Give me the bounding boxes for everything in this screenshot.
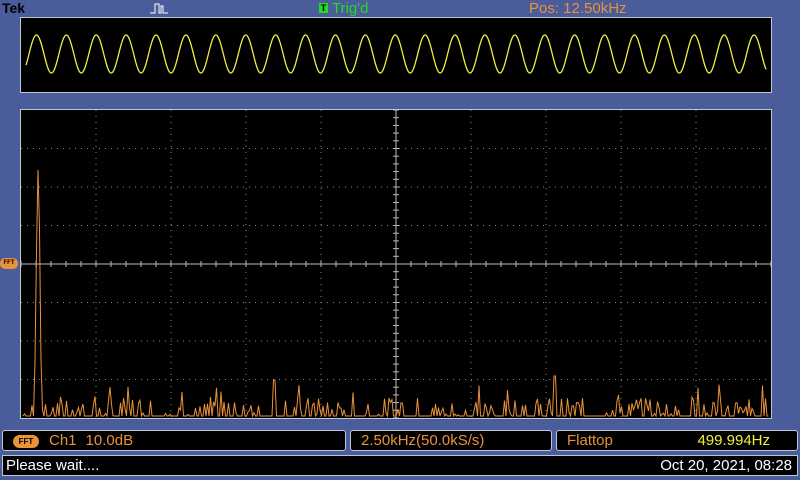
span-readout: 2.50kHz(50.0kS/s) [361, 432, 485, 449]
fft-badge: FFT [13, 435, 39, 448]
time-waveform-plot [25, 34, 767, 74]
fft-graticule [21, 110, 771, 418]
time-waveform-trace [25, 34, 767, 74]
channel-label: Ch1 [49, 432, 77, 449]
channel-panel[interactable]: FFT Ch1 10.0dB [2, 430, 346, 451]
time-domain-overview[interactable] [20, 17, 772, 93]
fft-display[interactable] [20, 109, 772, 419]
vertical-scale: 10.0dB [85, 432, 134, 449]
fft-spectrum-trace [22, 169, 769, 418]
date-time: Oct 20, 2021, 08:28 [660, 457, 792, 474]
status-message: Please wait.... [6, 457, 100, 474]
pulse-edge-icon [150, 3, 168, 14]
window-panel[interactable]: Flattop 499.994Hz [556, 430, 798, 451]
message-bar: Please wait.... Oct 20, 2021, 08:28 [2, 455, 798, 476]
trigger-badge: T [319, 3, 328, 13]
position-readout: Pos: 12.50kHz [529, 0, 627, 17]
fft-reference-marker[interactable]: FFT [0, 258, 18, 269]
trigger-status-text: Trig'd [332, 0, 369, 17]
frequency-readout: 499.994Hz [697, 432, 770, 449]
trigger-status: T Trig'd [319, 0, 368, 17]
top-status-bar: Tek T Trig'd Pos: 12.50kHz [0, 0, 800, 17]
brand-logo: Tek [2, 0, 26, 16]
window-type: Flattop [567, 432, 613, 449]
span-panel[interactable]: 2.50kHz(50.0kS/s) [350, 430, 552, 451]
graticule-grid [21, 110, 771, 418]
